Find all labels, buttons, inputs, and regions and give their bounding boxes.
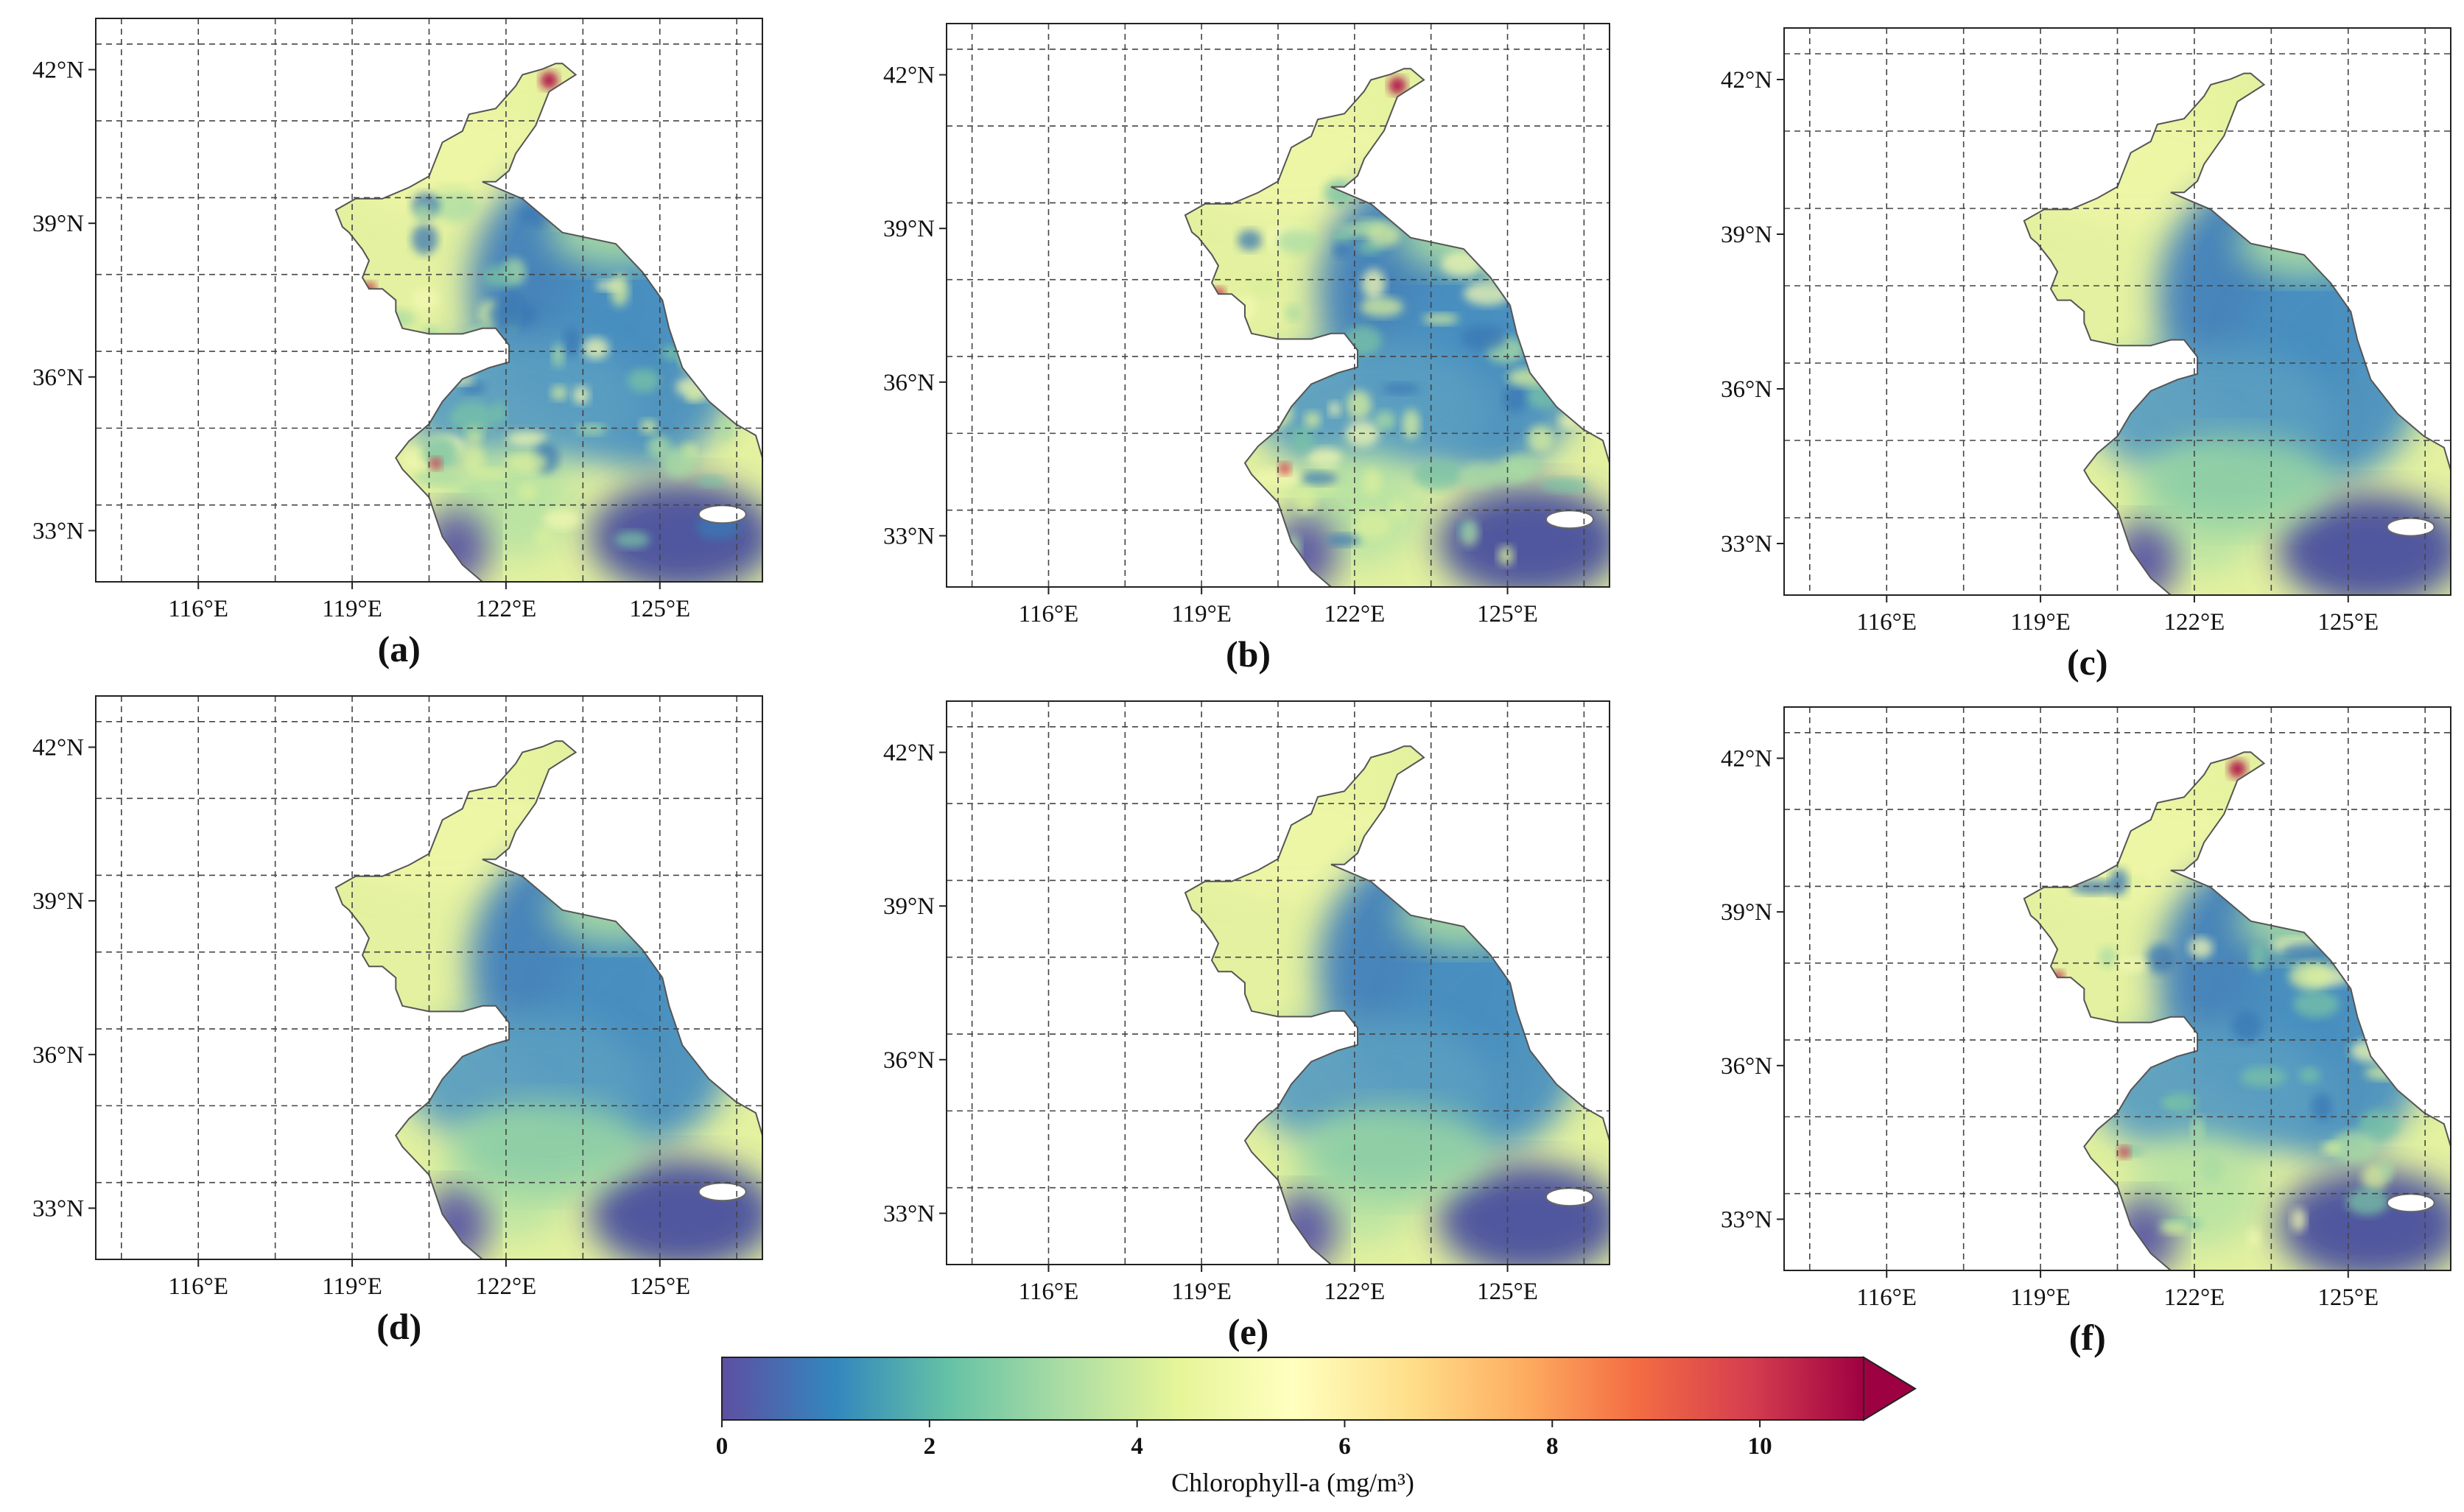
gridlines [1784,707,2451,1271]
lon-tick-label: 125°E [1477,601,1538,627]
gridlines [1784,28,2451,596]
lat-tick-label: 42°N [1721,746,1772,773]
map-panel-2: 42°N 39°N 36°N 33°N 116°E 119°E 122°E 125°E (b) [883,23,1610,675]
panel-label: (c) [2067,641,2108,683]
colorbar-tick-label: 2 [924,1433,936,1460]
colorbar-tick-label: 8 [1546,1433,1559,1460]
lat-tick-label: 39°N [1721,222,1772,248]
lat-tick-label: 42°N [883,740,935,767]
lat-tick-label: 39°N [32,888,84,915]
gridlines [947,24,1610,588]
map-panel-4: 42°N 39°N 36°N 33°N 116°E 119°E 122°E 125°E (d) [32,695,763,1347]
map-panel-5: 42°N 39°N 36°N 33°N 116°E 119°E 122°E 125°E (e) [883,700,1610,1352]
coastline [2023,72,2451,596]
lon-tick-label: 122°E [1324,1279,1385,1305]
lon-tick-label: 122°E [475,596,536,622]
lat-tick-label: 36°N [32,1042,84,1069]
panel-label: (b) [1226,633,1271,675]
lon-tick-label: 125°E [1477,1279,1538,1305]
panel-frame [95,695,763,1260]
lon-tick-label: 119°E [2010,1284,2071,1311]
lon-tick-label: 119°E [1171,1279,1232,1305]
lat-tick-label: 33°N [1721,1206,1772,1233]
lon-tick-label: 125°E [2317,1284,2379,1311]
map-panel-1: 42°N 39°N 36°N 33°N 116°E 119°E 122°E 125°E (a) [32,18,763,669]
lat-tick-label: 42°N [32,735,84,762]
panel-frame [95,18,763,583]
panel-frame [1783,706,2451,1271]
panel-label: (e) [1228,1311,1269,1352]
lon-tick-label: 119°E [1171,601,1232,627]
coastline [1184,68,1610,588]
panel-label: (d) [376,1306,421,1347]
lon-tick-label: 116°E [1856,1284,1917,1311]
lat-tick-label: 42°N [32,57,84,84]
colorbar-ticks: 0 2 4 6 8 10 [716,1420,1772,1460]
island-shape [1545,1187,1594,1207]
colorbar: 0 2 4 6 8 10 Chlorophyll-a (mg/m³) [716,1356,1917,1497]
lat-tick-label: 39°N [1721,899,1772,926]
lat-tick-label: 33°N [32,1195,84,1222]
panel-label: (f) [2069,1317,2106,1358]
lat-tick-label: 33°N [32,518,84,544]
colorbar-title: Chlorophyll-a (mg/m³) [1171,1468,1414,1497]
lon-tick-label: 125°E [629,1273,690,1300]
lat-tick-label: 39°N [883,893,935,920]
colorbar-tick-label: 10 [1748,1433,1772,1460]
coastline [334,740,763,1260]
lat-tick-label: 33°N [883,1200,935,1227]
colorbar-extend-arrow [1863,1356,1917,1421]
lon-tick-label: 122°E [1324,601,1385,627]
lat-tick-label: 33°N [883,523,935,549]
lat-tick-label: 39°N [883,216,935,242]
lon-tick-label: 116°E [1019,601,1079,627]
panel-label: (a) [378,628,421,669]
lat-tick-label: 42°N [1721,67,1772,94]
lon-tick-label: 116°E [1856,609,1917,636]
lon-tick-label: 122°E [2163,609,2225,636]
lon-tick-label: 119°E [2010,609,2071,636]
lon-tick-label: 122°E [475,1273,536,1300]
coastline [1184,745,1610,1265]
lat-tick-label: 33°N [1721,531,1772,558]
island-shape [2386,517,2435,537]
lat-tick-label: 36°N [32,365,84,391]
island-shape [698,504,747,524]
coastline [334,63,763,583]
colorbar-tick-label: 6 [1338,1433,1351,1460]
colorbar-tick-label: 0 [716,1433,729,1460]
lat-tick-label: 39°N [32,211,84,237]
lat-tick-label: 36°N [883,370,935,396]
lon-tick-label: 116°E [168,1273,228,1300]
coastline [2023,751,2451,1271]
lat-tick-label: 36°N [883,1047,935,1074]
lon-tick-label: 116°E [1019,1279,1079,1305]
panel-frame [1783,27,2451,596]
colorbar-gradient [721,1357,1864,1421]
map-panel-3: 42°N 39°N 36°N 33°N 116°E 119°E 122°E 125°E (c) [1721,27,2451,683]
lon-tick-label: 122°E [2163,1284,2225,1311]
lon-tick-label: 116°E [168,596,228,622]
colorbar-tick-label: 4 [1131,1433,1143,1460]
island-shape [2386,1193,2435,1213]
map-panel-6: 42°N 39°N 36°N 33°N 116°E 119°E 122°E 125°E (f) [1721,706,2451,1358]
island-shape [698,1182,747,1202]
lat-tick-label: 36°N [1721,1053,1772,1080]
panel-frame [946,700,1610,1265]
lat-tick-label: 36°N [1721,376,1772,403]
island-shape [1545,510,1594,530]
panel-frame [946,23,1610,588]
lon-tick-label: 119°E [322,596,382,622]
lon-tick-label: 119°E [322,1273,382,1300]
lon-tick-label: 125°E [2317,609,2379,636]
lon-tick-label: 125°E [629,596,690,622]
lat-tick-label: 42°N [883,63,935,89]
